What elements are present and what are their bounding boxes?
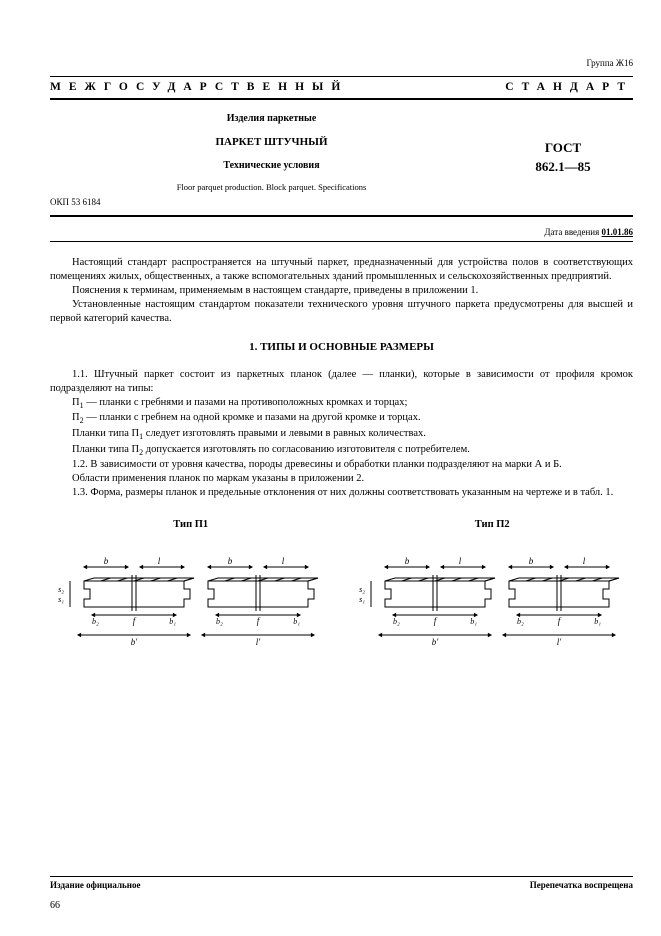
svg-text:l: l: [281, 556, 284, 566]
header-subject: Изделия паркетные: [50, 112, 493, 125]
svg-text:l′: l′: [256, 637, 262, 647]
footer-right: Перепечатка воспрещена: [530, 880, 633, 892]
svg-text:b₁: b₁: [470, 617, 477, 626]
header-left: Изделия паркетные ПАРКЕТ ШТУЧНЫЙ Техниче…: [50, 110, 493, 209]
header-en: Floor parquet production. Block parquet.…: [50, 182, 493, 193]
diagrams-row: Тип П1 bls₂s₁fb₂b₁blfb₂b₁b′l′ Тип П2 bls…: [50, 518, 633, 650]
s1-p5: Планки типа П2 допускается изготовлять п…: [50, 443, 633, 459]
diagram-1: b l s₂s₁ f b₂ b₁ b l f b₂ b₁ b′ l′: [50, 539, 332, 649]
svg-text:l: l: [583, 556, 586, 566]
svg-text:s₂: s₂: [58, 585, 64, 594]
gost-label: ГОСТ: [493, 138, 633, 158]
header-block: Изделия паркетные ПАРКЕТ ШТУЧНЫЙ Техниче…: [50, 110, 633, 217]
s1-p2: П1 — планки с гребнями и пазами на проти…: [50, 396, 633, 412]
s1-p8: 1.3. Форма, размеры планок и предельные …: [50, 486, 633, 500]
svg-text:b: b: [405, 556, 410, 566]
s1-p6: 1.2. В зависимости от уровня качества, п…: [50, 458, 633, 472]
svg-text:b₂: b₂: [393, 617, 400, 626]
diagram-2: b l s₂s₁ f b₂ b₁ b l f b₂ b₁ b′ l′: [352, 539, 634, 649]
footer-left: Издание официальное: [50, 880, 140, 892]
title-right: СТАНДАРТ: [505, 80, 633, 95]
s1-p3: П2 — планки с гребнем на одной кромке и …: [50, 411, 633, 427]
s1-p4: Планки типа П1 следует изготовлять правы…: [50, 427, 633, 443]
page: Группа Ж16 МЕЖГОСУДАРСТВЕННЫЙ СТАНДАРТ И…: [0, 0, 661, 936]
svg-text:f: f: [434, 616, 438, 626]
page-number: 66: [50, 899, 60, 912]
s1-p1: 1.1. Штучный паркет состоит из паркетных…: [50, 368, 633, 396]
svg-text:l′: l′: [557, 637, 563, 647]
intro-body: Настоящий стандарт распространяется на ш…: [50, 256, 633, 325]
diagram-1-title: Тип П1: [50, 518, 332, 532]
svg-text:b₂: b₂: [216, 617, 223, 626]
svg-text:f: f: [558, 616, 562, 626]
diagram-col-1: Тип П1 b l s₂s₁ f b₂ b₁ b l f b₂ b₁ b′ l′: [50, 518, 332, 650]
intro-p3: Установленные настоящим стандартом показ…: [50, 298, 633, 326]
date-label: Дата введения: [544, 227, 601, 237]
title-left: МЕЖГОСУДАРСТВЕННЫЙ: [50, 80, 348, 95]
svg-text:b₁: b₁: [293, 617, 300, 626]
svg-text:l: l: [157, 556, 160, 566]
svg-text:b₁: b₁: [594, 617, 601, 626]
svg-text:l: l: [459, 556, 462, 566]
section-1-title: 1. ТИПЫ И ОСНОВНЫЕ РАЗМЕРЫ: [50, 340, 633, 354]
intro-p1: Настоящий стандарт распространяется на ш…: [50, 256, 633, 284]
svg-text:s₂: s₂: [359, 585, 365, 594]
svg-text:b′: b′: [131, 637, 139, 647]
okp-code: ОКП 53 6184: [50, 197, 493, 209]
interstate-standard-title: МЕЖГОСУДАРСТВЕННЫЙ СТАНДАРТ: [50, 76, 633, 100]
group-code: Группа Ж16: [50, 58, 633, 70]
svg-text:b: b: [529, 556, 534, 566]
intro-date: Дата введения 01.01.86: [50, 227, 633, 243]
svg-text:b₂: b₂: [92, 617, 99, 626]
svg-text:b: b: [228, 556, 233, 566]
diagram-2-title: Тип П2: [352, 518, 634, 532]
svg-text:f: f: [132, 616, 136, 626]
svg-text:b′: b′: [432, 637, 440, 647]
header-right: ГОСТ 862.1—85: [493, 110, 633, 209]
svg-text:f: f: [256, 616, 260, 626]
gost-number: 862.1—85: [493, 157, 633, 177]
header-name: ПАРКЕТ ШТУЧНЫЙ: [50, 135, 493, 149]
header-kind: Технические условия: [50, 159, 493, 172]
svg-text:s₁: s₁: [359, 595, 365, 604]
date-value: 01.01.86: [602, 227, 634, 237]
svg-text:b₂: b₂: [517, 617, 524, 626]
svg-text:b₁: b₁: [169, 617, 176, 626]
svg-text:b: b: [104, 556, 109, 566]
section-1-body: 1.1. Штучный паркет состоит из паркетных…: [50, 368, 633, 500]
footer: Издание официальное Перепечатка воспреще…: [50, 876, 633, 892]
s1-p7: Области применения планок по маркам указ…: [50, 472, 633, 486]
intro-p2: Пояснения к терминам, применяемым в наст…: [50, 284, 633, 298]
svg-text:s₁: s₁: [58, 595, 64, 604]
diagram-col-2: Тип П2 b l s₂s₁ f b₂ b₁ b l f b₂ b₁ b′ l′: [352, 518, 634, 650]
